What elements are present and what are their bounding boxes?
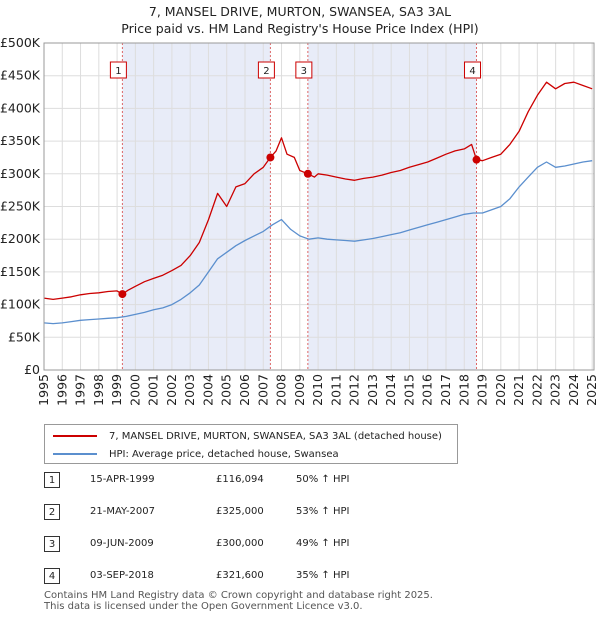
chart-legend: 7, MANSEL DRIVE, MURTON, SWANSEA, SA3 3A… (44, 424, 458, 464)
x-tick-label: 2010 (310, 374, 325, 406)
sale-hpi-change: 35% ↑ HPI (296, 570, 350, 581)
x-tick-label: 2015 (401, 374, 416, 406)
plot-border (43, 42, 595, 371)
x-tick-label: 2017 (438, 374, 453, 406)
sale-point (472, 155, 481, 164)
attribution-line-2: This data is licensed under the Open Gov… (44, 601, 363, 612)
x-tick-label: 2009 (292, 374, 307, 406)
sale-date: 09-JUN-2009 (90, 538, 154, 549)
x-tick-label: 2004 (200, 374, 215, 406)
x-tick-label: 1995 (36, 374, 51, 406)
sale-marker-badge (257, 61, 275, 79)
sale-point (266, 153, 275, 162)
sale-row: 4 03-SEP-2018 £321,600 35% ↑ HPI (44, 568, 464, 586)
x-tick-label: 2003 (182, 374, 197, 406)
y-tick-label: £300K (0, 166, 41, 181)
legend-item-hpi: HPI: Average price, detached house, Swan… (53, 445, 339, 463)
sale-point (118, 290, 127, 299)
sale-hpi-change: 50% ↑ HPI (296, 474, 350, 485)
sale-point (303, 169, 312, 178)
y-tick-label: £400K (0, 100, 41, 115)
sale-price: £116,094 (216, 474, 264, 485)
x-tick-label: 2011 (328, 374, 343, 406)
sale-row: 2 21-MAY-2007 £325,000 53% ↑ HPI (44, 504, 464, 522)
sale-price: £300,000 (216, 538, 264, 549)
hpi-line (43, 160, 593, 325)
sale-date: 15-APR-1999 (90, 474, 155, 485)
x-tick-label: 1997 (73, 374, 88, 406)
sale-marker-label: 1 (115, 66, 121, 77)
attribution-footer: Contains HM Land Registry data © Crown c… (44, 590, 433, 612)
x-tick-label: 2007 (255, 374, 270, 406)
x-tick-label: 2014 (383, 374, 398, 406)
sale-hpi-change: 49% ↑ HPI (296, 538, 350, 549)
x-tick-label: 2008 (274, 374, 289, 406)
y-tick-label: £0 (24, 362, 40, 377)
sale-marker-badge (295, 61, 313, 79)
legend-swatch-property (53, 435, 97, 437)
x-tick-label: 1998 (91, 374, 106, 406)
sale-row: 1 15-APR-1999 £116,094 50% ↑ HPI (44, 472, 464, 490)
y-tick-label: £150K (0, 264, 41, 279)
sale-marker-label: 4 (469, 66, 475, 77)
x-tick-label: 2000 (127, 374, 142, 406)
sale-row: 3 09-JUN-2009 £300,000 49% ↑ HPI (44, 536, 464, 554)
y-tick-label: £200K (0, 231, 41, 246)
legend-swatch-hpi (53, 453, 97, 455)
sale-marker-label: 3 (301, 66, 307, 77)
x-tick-label: 2021 (511, 374, 526, 406)
legend-label-property: 7, MANSEL DRIVE, MURTON, SWANSEA, SA3 3A… (109, 430, 442, 442)
sale-number-badge: 4 (44, 568, 60, 584)
y-tick-label: £350K (0, 133, 41, 148)
y-tick-label: £450K (0, 68, 41, 83)
y-tick-label: £50K (8, 329, 41, 344)
sale-number-badge: 2 (44, 504, 60, 520)
attribution-line-1: Contains HM Land Registry data © Crown c… (44, 590, 433, 601)
y-tick-label: £500K (0, 35, 41, 50)
sale-date: 21-MAY-2007 (90, 506, 156, 517)
x-tick-label: 2024 (566, 374, 581, 406)
x-tick-label: 2020 (493, 374, 508, 406)
legend-label-hpi: HPI: Average price, detached house, Swan… (109, 448, 339, 460)
x-tick-label: 2013 (365, 374, 380, 406)
x-tick-label: 1999 (109, 374, 124, 406)
y-tick-label: £100K (0, 297, 41, 312)
x-tick-label: 2005 (219, 374, 234, 406)
x-tick-label: 2002 (164, 374, 179, 406)
x-tick-label: 2022 (529, 374, 544, 406)
sale-marker-badge (464, 61, 482, 79)
sale-date: 03-SEP-2018 (90, 570, 154, 581)
sale-number-badge: 1 (44, 472, 60, 488)
x-tick-label: 2016 (420, 374, 435, 406)
sale-price: £321,600 (216, 570, 264, 581)
x-tick-label: 2018 (456, 374, 471, 406)
price-chart: 7, MANSEL DRIVE, MURTON, SWANSEA, SA3 3A… (0, 4, 599, 406)
sale-hpi-change: 53% ↑ HPI (296, 506, 350, 517)
x-tick-label: 2025 (584, 374, 599, 406)
sale-marker-badge (109, 61, 127, 79)
x-tick-label: 1996 (54, 374, 69, 406)
sale-price: £325,000 (216, 506, 264, 517)
x-tick-label: 2023 (548, 374, 563, 406)
legend-item-property: 7, MANSEL DRIVE, MURTON, SWANSEA, SA3 3A… (53, 427, 442, 445)
x-tick-label: 2006 (237, 374, 252, 406)
chart-title-line-1: 7, MANSEL DRIVE, MURTON, SWANSEA, SA3 3A… (149, 4, 451, 19)
x-tick-label: 2001 (146, 374, 161, 406)
chart-title-line-2: Price paid vs. HM Land Registry's House … (121, 21, 478, 36)
sale-marker-label: 2 (263, 66, 269, 77)
x-tick-label: 2019 (475, 374, 490, 406)
sale-number-badge: 3 (44, 536, 60, 552)
x-tick-label: 2012 (347, 374, 362, 406)
y-tick-label: £250K (0, 199, 41, 214)
